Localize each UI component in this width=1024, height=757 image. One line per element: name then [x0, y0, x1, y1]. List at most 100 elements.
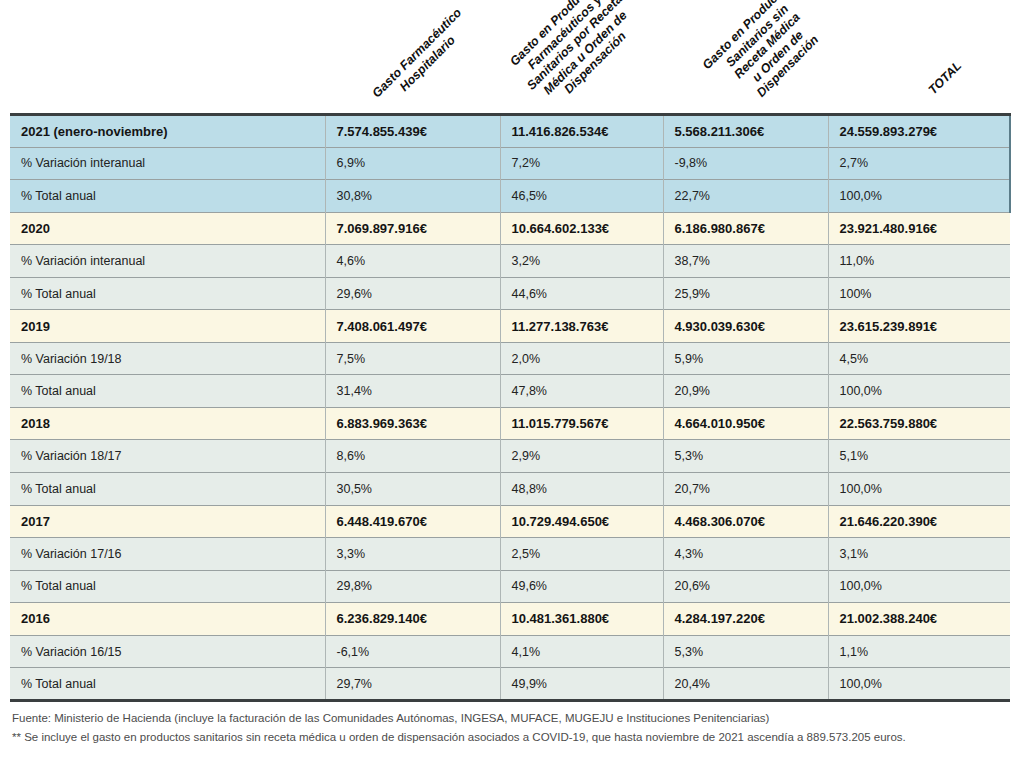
value-cell: 6,9%: [325, 147, 500, 180]
table-row: % Variación 18/178,6%2,9%5,3%5,1%: [10, 440, 1010, 473]
value-cell: 29,7%: [325, 668, 500, 701]
value-cell: 100%: [828, 277, 1010, 310]
table-row: % Total anual29,6%44,6%25,9%100%: [10, 277, 1010, 310]
row-label: 2021 (enero-noviembre): [10, 115, 325, 148]
row-label: % Total anual: [10, 570, 325, 603]
table-row: % Total anual29,8%49,6%20,6%100,0%: [10, 570, 1010, 603]
row-label: % Variación interanual: [10, 147, 325, 180]
table-row: 20186.883.969.363€11.015.779.567€4.664.0…: [10, 407, 1010, 440]
value-cell: 6.883.969.363€: [325, 407, 500, 440]
value-cell: 6.236.829.140€: [325, 603, 500, 636]
row-label: 2020: [10, 212, 325, 245]
value-cell: 46,5%: [500, 180, 663, 213]
source-note: Fuente: Ministerio de Hacienda (incluye …: [12, 712, 1024, 724]
table-row: % Total anual30,8%46,5%22,7%100,0%: [10, 180, 1010, 213]
value-cell: 6.186.980.867€: [663, 212, 828, 245]
row-label: 2018: [10, 407, 325, 440]
value-cell: 100,0%: [828, 570, 1010, 603]
value-cell: 47,8%: [500, 375, 663, 408]
row-label: % Total anual: [10, 375, 325, 408]
value-cell: 4,5%: [828, 342, 1010, 375]
row-label: % Variación 18/17: [10, 440, 325, 473]
table-row: 20176.448.419.670€10.729.494.650€4.468.3…: [10, 505, 1010, 538]
value-cell: 4,1%: [500, 635, 663, 668]
spending-table-body: 2021 (enero-noviembre)7.574.855.439€11.4…: [10, 115, 1010, 701]
table-row: % Variación interanual4,6%3,2%38,7%11,0%: [10, 245, 1010, 278]
row-label: % Variación interanual: [10, 245, 325, 278]
value-cell: 30,8%: [325, 180, 500, 213]
row-label: % Variación 19/18: [10, 342, 325, 375]
value-cell: 49,9%: [500, 668, 663, 701]
value-cell: 38,7%: [663, 245, 828, 278]
value-cell: 22.563.759.880€: [828, 407, 1010, 440]
value-cell: 3,2%: [500, 245, 663, 278]
value-cell: 7.408.061.497€: [325, 310, 500, 343]
value-cell: 5.568.211.306€: [663, 115, 828, 148]
value-cell: 48,8%: [500, 473, 663, 506]
value-cell: 30,5%: [325, 473, 500, 506]
value-cell: 10.481.361.880€: [500, 603, 663, 636]
value-cell: 8,6%: [325, 440, 500, 473]
value-cell: 100,0%: [828, 473, 1010, 506]
value-cell: 4.468.306.070€: [663, 505, 828, 538]
value-cell: 7.574.855.439€: [325, 115, 500, 148]
value-cell: 7,5%: [325, 342, 500, 375]
value-cell: 22,7%: [663, 180, 828, 213]
value-cell: 2,5%: [500, 538, 663, 571]
value-cell: 5,9%: [663, 342, 828, 375]
pharma-spending-table-page: Gasto Farmacéutico Hospitalario Gasto en…: [0, 0, 1024, 757]
value-cell: 1,1%: [828, 635, 1010, 668]
value-cell: 25,9%: [663, 277, 828, 310]
spending-table: 2021 (enero-noviembre)7.574.855.439€11.4…: [10, 113, 1011, 702]
value-cell: 4,3%: [663, 538, 828, 571]
row-label: % Variación 17/16: [10, 538, 325, 571]
value-cell: 100,0%: [828, 180, 1010, 213]
value-cell: 3,3%: [325, 538, 500, 571]
value-cell: 20,4%: [663, 668, 828, 701]
value-cell: 5,3%: [663, 440, 828, 473]
value-cell: 4.930.039.630€: [663, 310, 828, 343]
value-cell: 11,0%: [828, 245, 1010, 278]
value-cell: 11.416.826.534€: [500, 115, 663, 148]
value-cell: 21.646.220.390€: [828, 505, 1010, 538]
value-cell: 10.729.494.650€: [500, 505, 663, 538]
value-cell: 20,7%: [663, 473, 828, 506]
value-cell: 23.615.239.891€: [828, 310, 1010, 343]
row-label: % Total anual: [10, 473, 325, 506]
table-row: % Variación 17/163,3%2,5%4,3%3,1%: [10, 538, 1010, 571]
value-cell: 100,0%: [828, 375, 1010, 408]
row-label: 2017: [10, 505, 325, 538]
row-label: % Total anual: [10, 180, 325, 213]
value-cell: 2,0%: [500, 342, 663, 375]
table-header: Gasto Farmacéutico Hospitalario Gasto en…: [10, 0, 1010, 113]
row-label: 2016: [10, 603, 325, 636]
value-cell: 5,1%: [828, 440, 1010, 473]
value-cell: 4.284.197.220€: [663, 603, 828, 636]
value-cell: 23.921.480.916€: [828, 212, 1010, 245]
value-cell: 21.002.388.240€: [828, 603, 1010, 636]
value-cell: 11.277.138.763€: [500, 310, 663, 343]
value-cell: 3,1%: [828, 538, 1010, 571]
table-row: 20207.069.897.916€10.664.602.133€6.186.9…: [10, 212, 1010, 245]
value-cell: 11.015.779.567€: [500, 407, 663, 440]
value-cell: 7,2%: [500, 147, 663, 180]
table-row: % Total anual29,7%49,9%20,4%100,0%: [10, 668, 1010, 701]
table-row: % Variación 16/15-6,1%4,1%5,3%1,1%: [10, 635, 1010, 668]
value-cell: 2,9%: [500, 440, 663, 473]
row-label: 2019: [10, 310, 325, 343]
table-footnotes: Fuente: Ministerio de Hacienda (incluye …: [12, 712, 1024, 743]
value-cell: 6.448.419.670€: [325, 505, 500, 538]
table-row: % Variación 19/187,5%2,0%5,9%4,5%: [10, 342, 1010, 375]
value-cell: -9,8%: [663, 147, 828, 180]
row-label: % Total anual: [10, 277, 325, 310]
column-header-total: TOTAL: [926, 58, 965, 97]
value-cell: 31,4%: [325, 375, 500, 408]
table-row: 20197.408.061.497€11.277.138.763€4.930.0…: [10, 310, 1010, 343]
value-cell: 7.069.897.916€: [325, 212, 500, 245]
value-cell: 29,8%: [325, 570, 500, 603]
value-cell: 5,3%: [663, 635, 828, 668]
value-cell: 4.664.010.950€: [663, 407, 828, 440]
value-cell: 44,6%: [500, 277, 663, 310]
column-header-prescription-products-spend: Gasto en Productos Farmacéuticos y Sanit…: [504, 0, 646, 113]
value-cell: 20,9%: [663, 375, 828, 408]
